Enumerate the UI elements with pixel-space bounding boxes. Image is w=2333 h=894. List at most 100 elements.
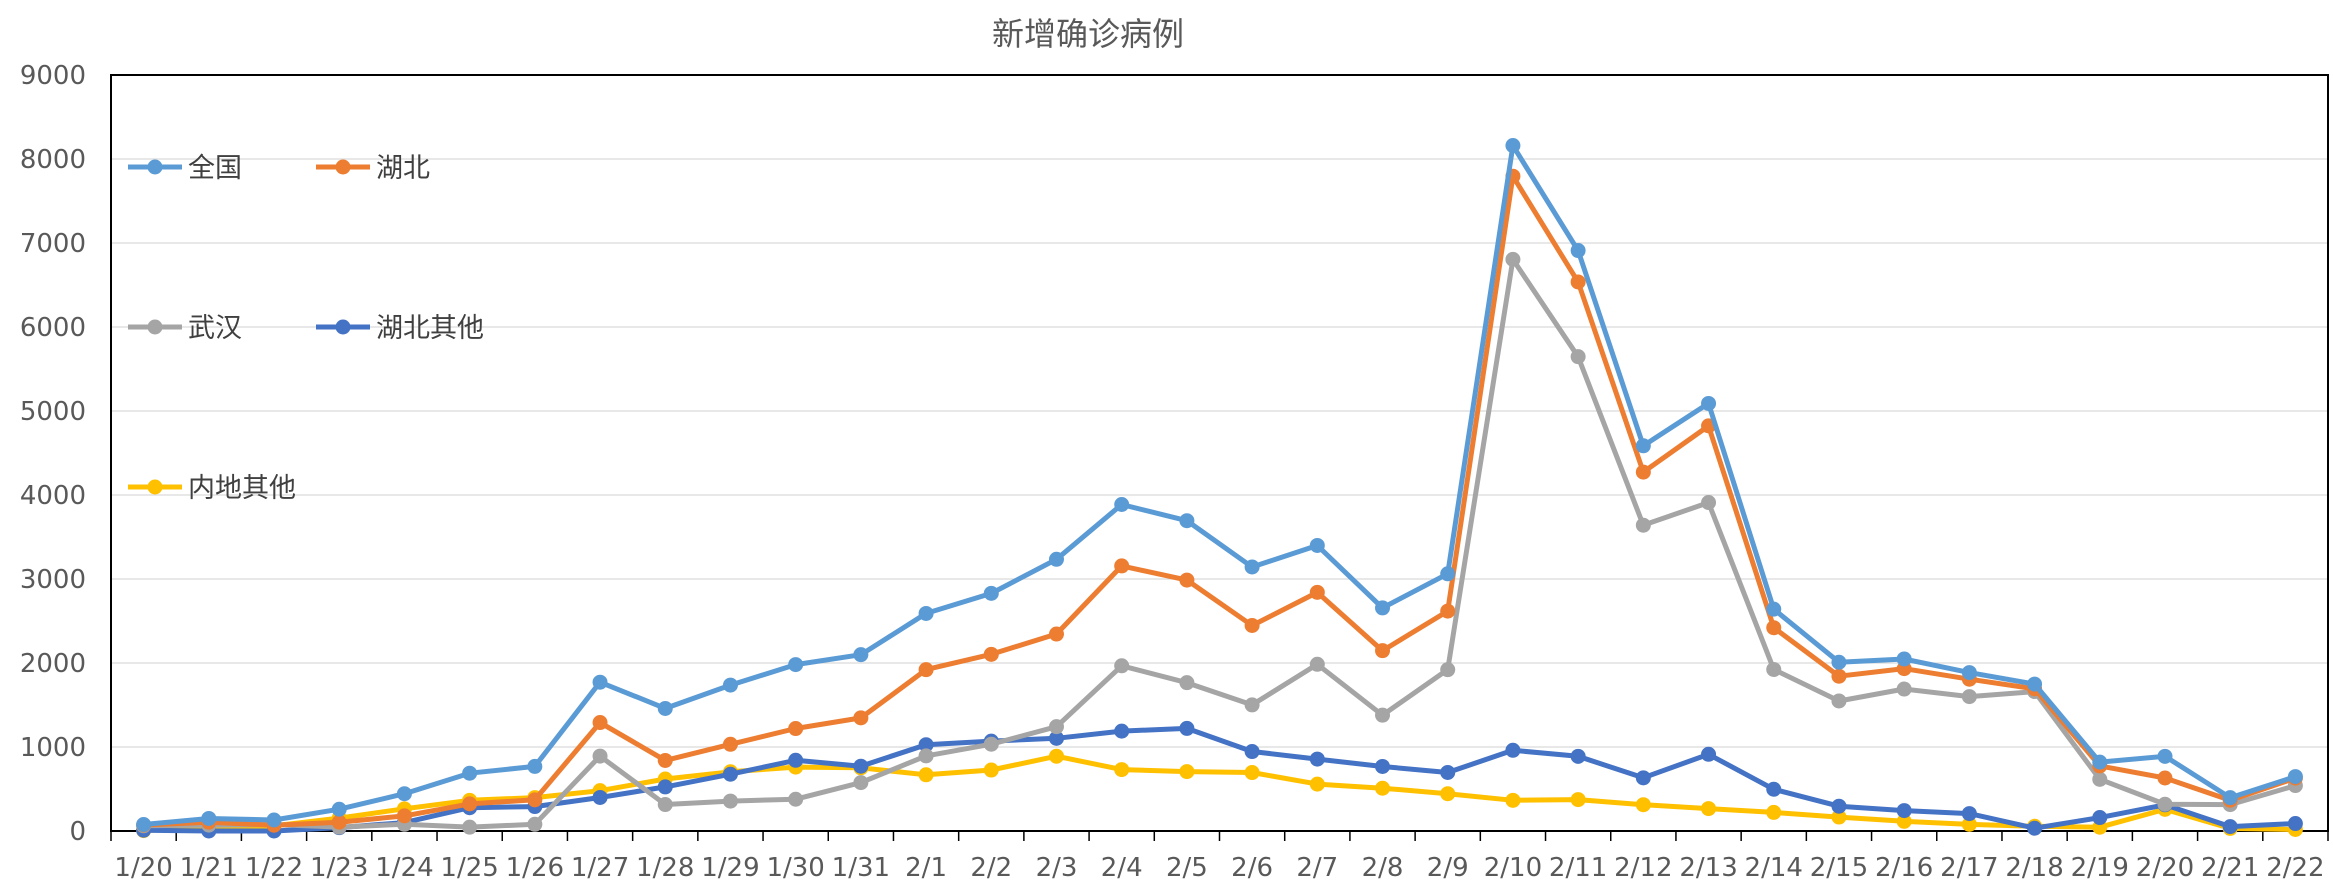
data-point [2027, 820, 2043, 836]
data-point [1896, 813, 1912, 829]
grid-lines [111, 158, 2328, 748]
x-tick-label: 2/10 [1484, 853, 1542, 883]
x-tick-label: 1/20 [114, 853, 172, 883]
x-tick-label: 2/18 [2005, 853, 2063, 883]
data-point [2157, 748, 2173, 764]
x-tick-label: 2/6 [1231, 853, 1273, 883]
data-point [266, 812, 282, 828]
x-tick-label: 2/7 [1296, 853, 1338, 883]
x-tick-label: 2/3 [1036, 853, 1078, 883]
data-point [527, 816, 543, 832]
series-line [141, 725, 2298, 834]
data-point [1831, 809, 1847, 825]
data-point [918, 737, 934, 753]
series-line [141, 256, 2298, 830]
x-tick-label: 2/5 [1166, 853, 1208, 883]
data-point [657, 700, 673, 716]
data-point [1114, 558, 1130, 574]
chart-title: 新增确诊病例 [992, 15, 1184, 53]
y-tick-label: 7000 [20, 229, 86, 259]
legend-item: 内地其他 [128, 473, 296, 504]
data-point [1375, 758, 1391, 774]
x-tick-label: 2/16 [1875, 853, 1933, 883]
data-point [1179, 572, 1195, 588]
data-point [1766, 661, 1782, 677]
x-tick-label: 2/15 [1810, 853, 1868, 883]
data-point [1440, 603, 1456, 619]
data-point [1701, 746, 1717, 762]
data-point [1896, 803, 1912, 819]
data-point [331, 801, 347, 817]
data-point [136, 817, 152, 833]
legend-swatch-marker [147, 479, 163, 495]
data-point [1309, 751, 1325, 767]
legend-item: 全国 [128, 153, 242, 184]
data-point [788, 791, 804, 807]
data-point [1831, 654, 1847, 670]
data-point [1505, 251, 1521, 267]
data-point [2222, 819, 2238, 835]
data-point [1505, 792, 1521, 808]
plot-frame [110, 74, 2329, 832]
x-tick-label: 1/27 [571, 853, 629, 883]
data-point [853, 710, 869, 726]
data-point [657, 797, 673, 813]
data-point [1048, 626, 1064, 642]
y-tick-label: 0 [69, 817, 86, 847]
data-point [788, 752, 804, 768]
axes: 0 1000 2000 3000 4000 5000 6000 7000 8000 9000 1/2… [20, 61, 2329, 883]
data-point [983, 762, 999, 778]
x-tick-label: 2/9 [1427, 853, 1469, 883]
x-tick-label: 1/31 [832, 853, 890, 883]
y-tick-label: 4000 [20, 481, 86, 511]
data-point [722, 736, 738, 752]
legend-swatch-marker [335, 319, 351, 335]
data-point [1635, 517, 1651, 533]
data-point [1570, 792, 1586, 808]
data-point [1701, 495, 1717, 511]
data-point [722, 677, 738, 693]
x-tick-label: 1/30 [766, 853, 824, 883]
data-point [788, 721, 804, 737]
x-tick-label: 2/13 [1679, 853, 1737, 883]
data-point [462, 819, 478, 835]
data-point [1831, 668, 1847, 684]
data-point [1179, 764, 1195, 780]
data-point [918, 748, 934, 764]
data-point [201, 810, 217, 826]
data-point [1701, 801, 1717, 817]
y-tick-label: 6000 [20, 313, 86, 343]
data-point [1766, 620, 1782, 636]
data-point [2157, 796, 2173, 812]
x-tick-label: 2/2 [970, 853, 1012, 883]
data-point [1440, 764, 1456, 780]
x-tick-label: 2/19 [2071, 853, 2129, 883]
data-point [853, 775, 869, 791]
data-point [1309, 537, 1325, 553]
data-point [1309, 776, 1325, 792]
legend-swatch-marker [335, 159, 351, 175]
x-tick-label: 2/21 [2201, 853, 2259, 883]
data-point [1635, 797, 1651, 813]
data-point [1505, 138, 1521, 154]
data-point [462, 796, 478, 812]
x-tick-label: 2/20 [2136, 853, 2194, 883]
data-point [1961, 806, 1977, 822]
x-tick-label: 1/28 [636, 853, 694, 883]
data-point [1440, 786, 1456, 802]
series-line [141, 143, 2298, 827]
data-point [1179, 720, 1195, 736]
series-line [141, 753, 2298, 834]
legend-item: 湖北 [316, 153, 430, 184]
data-point [1896, 651, 1912, 667]
data-point [1048, 730, 1064, 746]
data-point [1570, 274, 1586, 290]
x-tick-label: 1/29 [701, 853, 759, 883]
data-point [853, 647, 869, 663]
data-point [1635, 438, 1651, 454]
data-point [527, 792, 543, 808]
legend-swatch-marker [147, 319, 163, 335]
data-point [918, 767, 934, 783]
data-point [1114, 762, 1130, 778]
